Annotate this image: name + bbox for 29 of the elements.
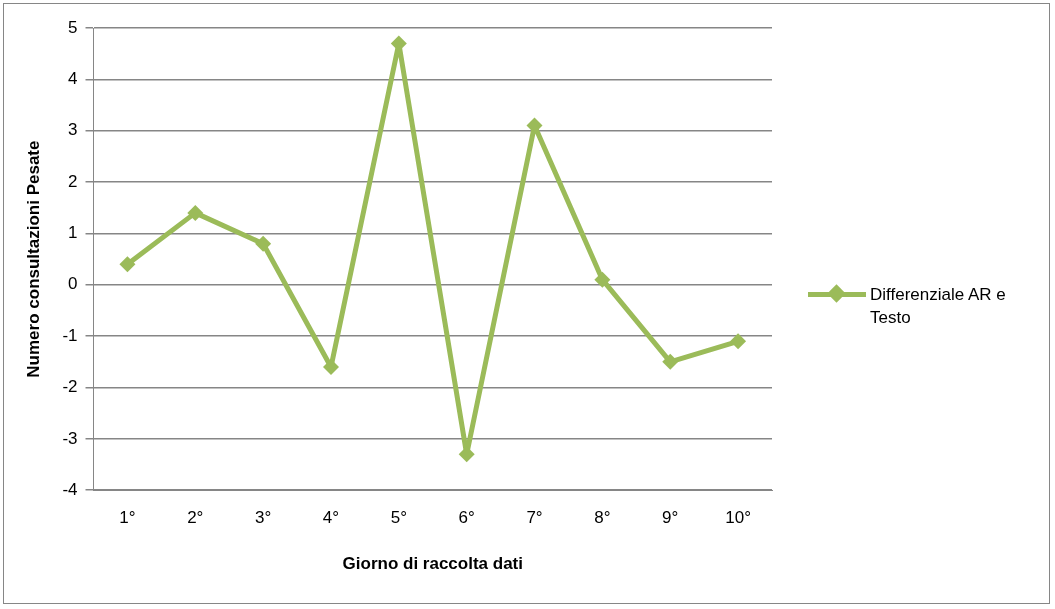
x-tick-label: 5° <box>390 508 407 528</box>
point <box>255 235 272 252</box>
y-tick-label: 4 <box>68 69 78 89</box>
x-tick-label: 4° <box>322 508 340 528</box>
y-tick-label: 1 <box>68 223 78 243</box>
y-tick-label: 3 <box>68 120 78 140</box>
point <box>730 333 747 350</box>
y-tick-label: 0 <box>68 274 78 294</box>
point <box>594 271 611 288</box>
y-tick-label: 5 <box>68 17 78 37</box>
y-tick-label: 2 <box>68 171 78 191</box>
point <box>662 353 679 370</box>
y-axis-title: Numero consultazioni Pesate <box>23 140 43 378</box>
y-tick-label: -4 <box>62 479 78 499</box>
x-tick-label: 8° <box>594 508 611 528</box>
point <box>187 204 204 221</box>
x-tick-label: 7° <box>526 508 543 528</box>
y-tick-label: -3 <box>62 428 78 448</box>
y-tick-label: -1 <box>62 325 78 345</box>
x-tick-label: 3° <box>255 508 272 528</box>
x-tick-label: 10° <box>725 508 751 528</box>
x-tick-label: 6° <box>458 508 475 528</box>
x-tick-label: 2° <box>187 508 204 528</box>
x-axis-title: Giorno di raccolta dati <box>342 554 523 574</box>
x-tick-label: 9° <box>662 508 679 528</box>
point <box>119 256 136 273</box>
legend-label: Differenziale AR e Testo <box>870 284 1007 329</box>
y-tick-label: -2 <box>62 377 78 397</box>
x-tick-label: 1° <box>119 508 136 528</box>
